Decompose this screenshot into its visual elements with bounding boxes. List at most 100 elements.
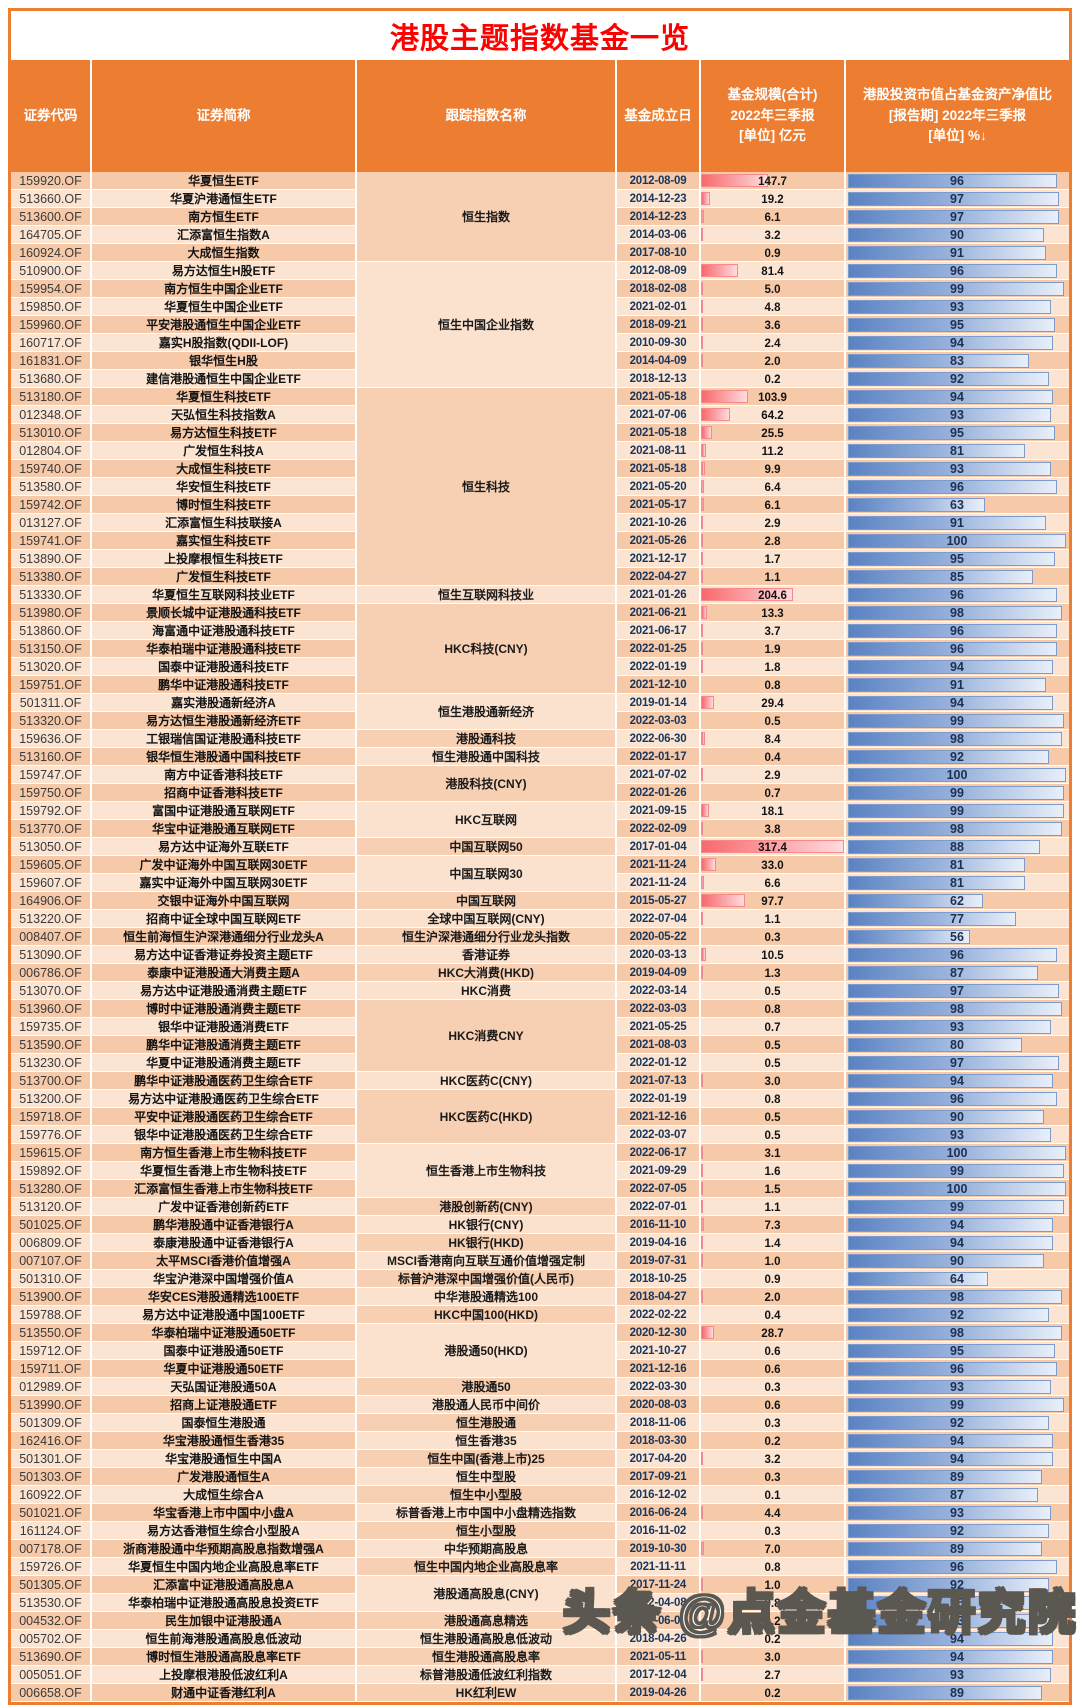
- pct-cell: 94: [845, 1629, 1069, 1648]
- pct-cell: 94: [845, 1431, 1069, 1450]
- size-value: 1.5: [764, 1183, 781, 1196]
- table-row: 513600.OF 南方恒生ETF 2014-12-23 6.1 97: [11, 207, 1069, 226]
- pct-value: 89: [950, 1541, 964, 1556]
- pct-track: 99: [848, 713, 1066, 728]
- pct-cell: 94: [845, 1449, 1069, 1468]
- date-cell: 2021-11-24: [616, 873, 701, 892]
- pct-value: 94: [950, 1631, 964, 1646]
- size-databar: [701, 696, 715, 709]
- index-cell: HKC医药C(CNY): [356, 1071, 617, 1090]
- code-cell: 162416.OF: [11, 1431, 92, 1450]
- pct-value: 100: [946, 533, 968, 548]
- size-cell: 3.6: [700, 315, 846, 334]
- size-databar: [701, 570, 703, 583]
- date-cell: 2020-08-03: [616, 1395, 701, 1414]
- size-value: 3.8: [764, 823, 781, 836]
- name-cell: 华宝港股通恒生中国A: [91, 1449, 357, 1468]
- code-cell: 513770.OF: [11, 819, 92, 838]
- size-value: 1.6: [764, 1165, 781, 1178]
- pct-value: 92: [950, 371, 964, 386]
- pct-cell: 94: [845, 387, 1069, 406]
- pct-databar: [848, 1109, 1045, 1124]
- name-cell: 天弘恒生科技指数A: [91, 405, 357, 424]
- pct-track: 98: [848, 731, 1066, 746]
- name-cell: 易方达恒生港股通新经济ETF: [91, 711, 357, 730]
- table-row: 159792.OF 富国中证港股通互联网ETF HKC互联网 2021-09-15 18…: [11, 801, 1069, 838]
- date-cell: 2022-07-04: [616, 909, 701, 928]
- size-value: 3.0: [764, 1075, 781, 1088]
- size-value: 2.7: [764, 1669, 781, 1682]
- pct-databar: [848, 623, 1058, 638]
- code-cell: 159615.OF: [11, 1143, 92, 1162]
- pct-track: 98: [848, 1325, 1066, 1340]
- table-row: 513590.OF 鹏华中证港股通消费主题ETF 2021-08-03 0.5 80: [11, 1035, 1069, 1054]
- pct-track: 89: [848, 1685, 1066, 1700]
- pct-track: 99: [848, 785, 1066, 800]
- name-cell: 泰康港股通中证香港银行A: [91, 1233, 357, 1252]
- table-row: 501025.OF 鹏华港股通中证香港银行A HK银行(CNY) 2016-11-10…: [11, 1215, 1069, 1234]
- index-cell: 恒生小型股: [356, 1521, 617, 1540]
- pct-databar: [848, 803, 1064, 818]
- size-value: 2.9: [764, 769, 781, 782]
- pct-cell: 95: [845, 549, 1069, 568]
- size-cell: 1.7: [700, 549, 846, 568]
- size-cell: 2.9: [700, 765, 846, 784]
- table-row: 513280.OF 汇添富恒生香港上市生物科技ETF 2022-07-05 1.5 10…: [11, 1179, 1069, 1198]
- pct-cell: 97: [845, 1053, 1069, 1072]
- name-cell: 华泰柏瑞中证港股通高股息投资ETF: [91, 1593, 357, 1612]
- pct-track: 99: [848, 803, 1066, 818]
- code-cell: 004532.OF: [11, 1611, 92, 1630]
- index-cell: 中华港股通精选100: [356, 1287, 617, 1306]
- name-cell: 国泰恒生港股通: [91, 1413, 357, 1432]
- size-value: 0.8: [764, 1093, 781, 1106]
- code-cell: 159712.OF: [11, 1341, 92, 1360]
- size-value: 103.9: [758, 391, 787, 404]
- pct-databar: [848, 569, 1034, 584]
- pct-cell: 98: [845, 1323, 1069, 1342]
- date-cell: 2018-10-25: [616, 1269, 701, 1288]
- date-cell: 2017-12-04: [616, 1665, 701, 1684]
- index-cell: 恒生港股通新经济: [356, 693, 617, 730]
- size-cell: 1.8: [700, 657, 846, 676]
- table-row: 159741.OF 嘉实恒生科技ETF 2021-05-26 2.8 100: [11, 531, 1069, 550]
- size-value: 3.7: [764, 625, 781, 638]
- pct-track: 92: [848, 1577, 1066, 1592]
- table-row: 159711.OF 华夏中证港股通50ETF 2021-12-16 0.6 96: [11, 1359, 1069, 1378]
- name-cell: 华宝港股通恒生香港35: [91, 1431, 357, 1450]
- pct-cell: 92: [845, 1305, 1069, 1324]
- size-value: 4.4: [764, 1507, 781, 1520]
- pct-cell: 95: [845, 1341, 1069, 1360]
- name-cell: 民生加银中证港股通A: [91, 1611, 357, 1630]
- table-row: 501310.OF 华宝沪港深中国增强价值A 标普沪港深中国增强价值(人民币) 201…: [11, 1269, 1069, 1288]
- size-cell: 1.0: [700, 1575, 846, 1594]
- pct-track: 96: [848, 587, 1066, 602]
- size-cell: 13.3: [700, 603, 846, 622]
- size-cell: 81.4: [700, 261, 846, 280]
- index-cell: 标普港股通低波红利指数: [356, 1665, 617, 1684]
- pct-track: 93: [848, 1019, 1066, 1034]
- code-cell: 159960.OF: [11, 315, 92, 334]
- table-row: 513120.OF 广发中证香港创新药ETF 港股创新药(CNY) 2022-07-0…: [11, 1197, 1069, 1216]
- name-cell: 易方达中证香港证券投资主题ETF: [91, 945, 357, 964]
- size-value: 0.3: [764, 931, 781, 944]
- pct-cell: 96: [845, 1593, 1069, 1612]
- table-row: 159740.OF 大成恒生科技ETF 2021-05-18 9.9 93: [11, 459, 1069, 478]
- table-row: 005702.OF 恒生前海港股通高股息低波动 恒生港股通高股息低波动 2018-04…: [11, 1629, 1069, 1648]
- size-databar: [701, 1506, 703, 1519]
- date-cell: 2018-04-27: [616, 1287, 701, 1306]
- pct-cell: 96: [845, 945, 1069, 964]
- code-cell: 160924.OF: [11, 243, 92, 262]
- pct-value: 98: [950, 1001, 964, 1016]
- pct-databar: [848, 1559, 1058, 1574]
- pct-track: 94: [848, 389, 1066, 404]
- table-header: 证券代码 证券简称 跟踪指数名称 基金成立日 基金规模(合计) 2022年三季报…: [11, 60, 1069, 172]
- pct-value: 99: [950, 1163, 964, 1178]
- pct-cell: 64: [845, 1269, 1069, 1288]
- index-cell: HKC大消费(HKD): [356, 963, 617, 982]
- table-row: 513660.OF 华夏沪港通恒生ETF 2014-12-23 19.2 97: [11, 189, 1069, 208]
- pct-track: 93: [848, 1127, 1066, 1142]
- pct-cell: 95: [845, 423, 1069, 442]
- size-value: 1.1: [764, 571, 781, 584]
- size-cell: 0.6: [700, 1395, 846, 1414]
- size-cell: 1.3: [700, 963, 846, 982]
